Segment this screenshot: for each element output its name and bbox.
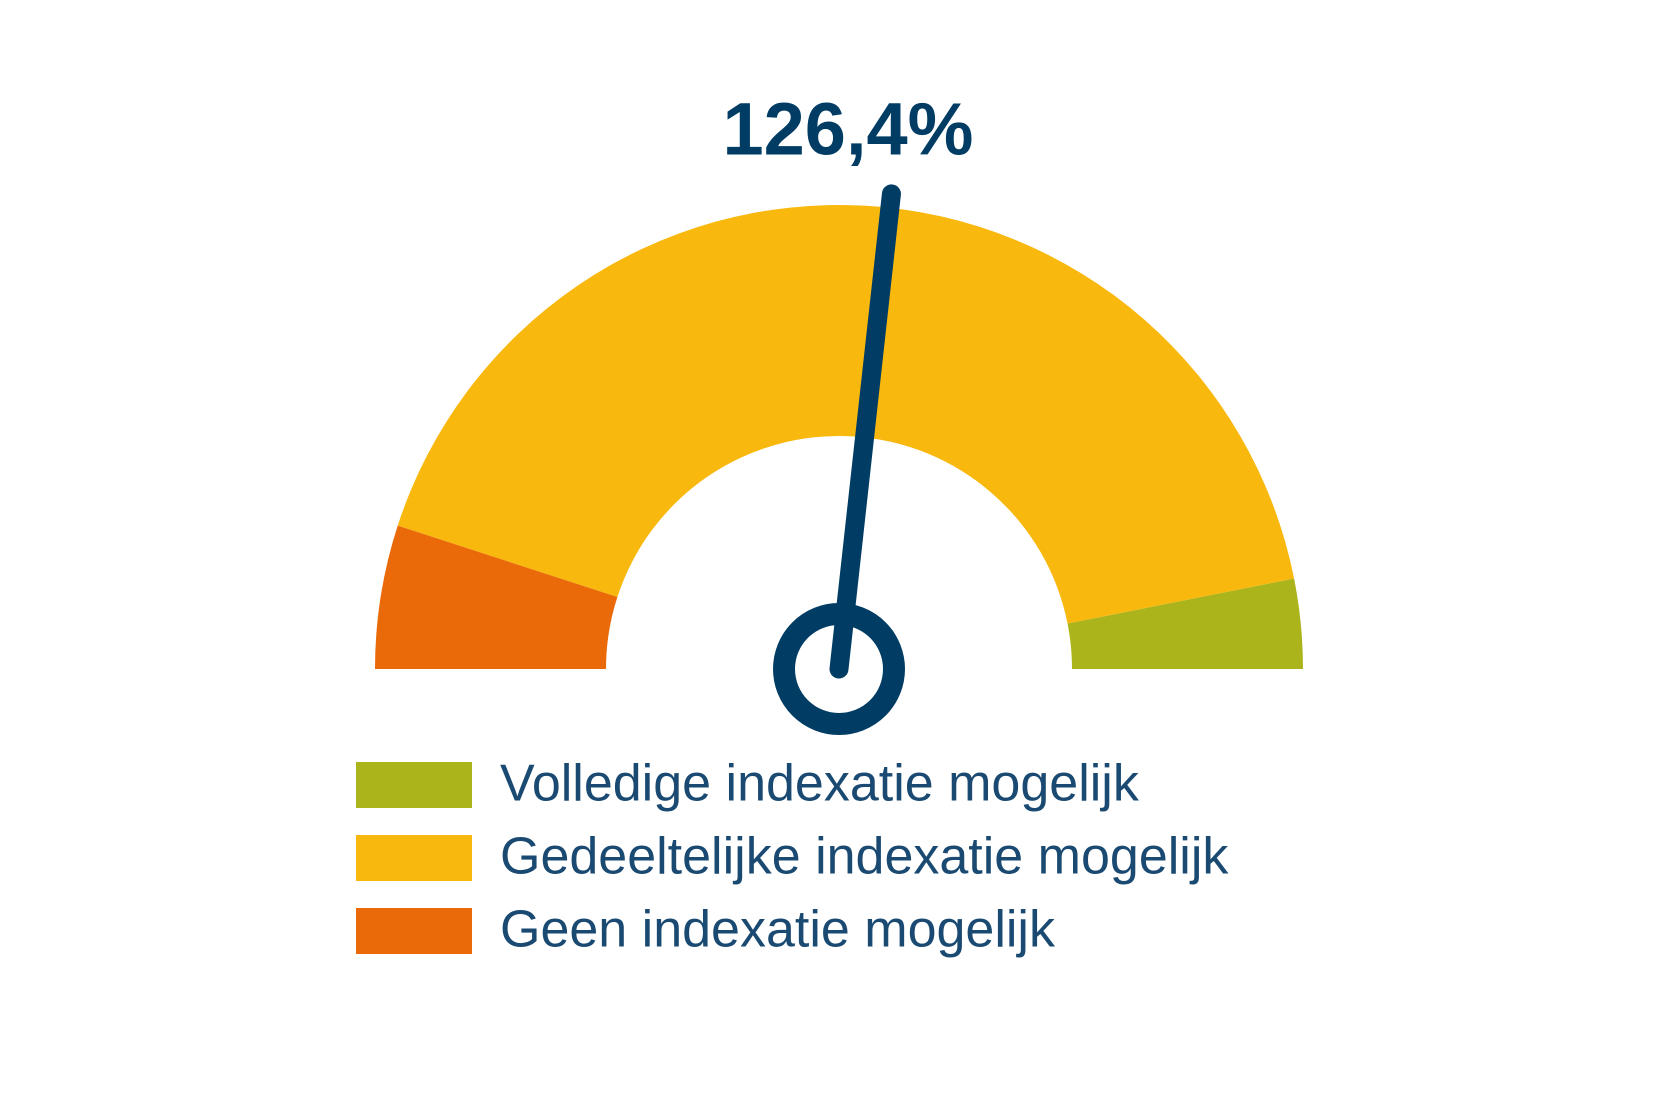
legend-swatch [356, 835, 472, 881]
legend-label: Geen indexatie mogelijk [500, 901, 1056, 959]
gauge-band [375, 525, 618, 669]
gauge-band [1067, 578, 1303, 669]
needle [829, 184, 901, 679]
value-label: 126,4% [723, 88, 974, 171]
legend-swatch [356, 762, 472, 808]
gauge-band [397, 204, 1295, 624]
needle-hub [773, 603, 905, 735]
legend-label: Gedeeltelijke indexatie mogelijk [500, 828, 1229, 886]
legend-label: Volledige indexatie mogelijk [500, 755, 1140, 813]
legend-swatch [356, 908, 472, 954]
